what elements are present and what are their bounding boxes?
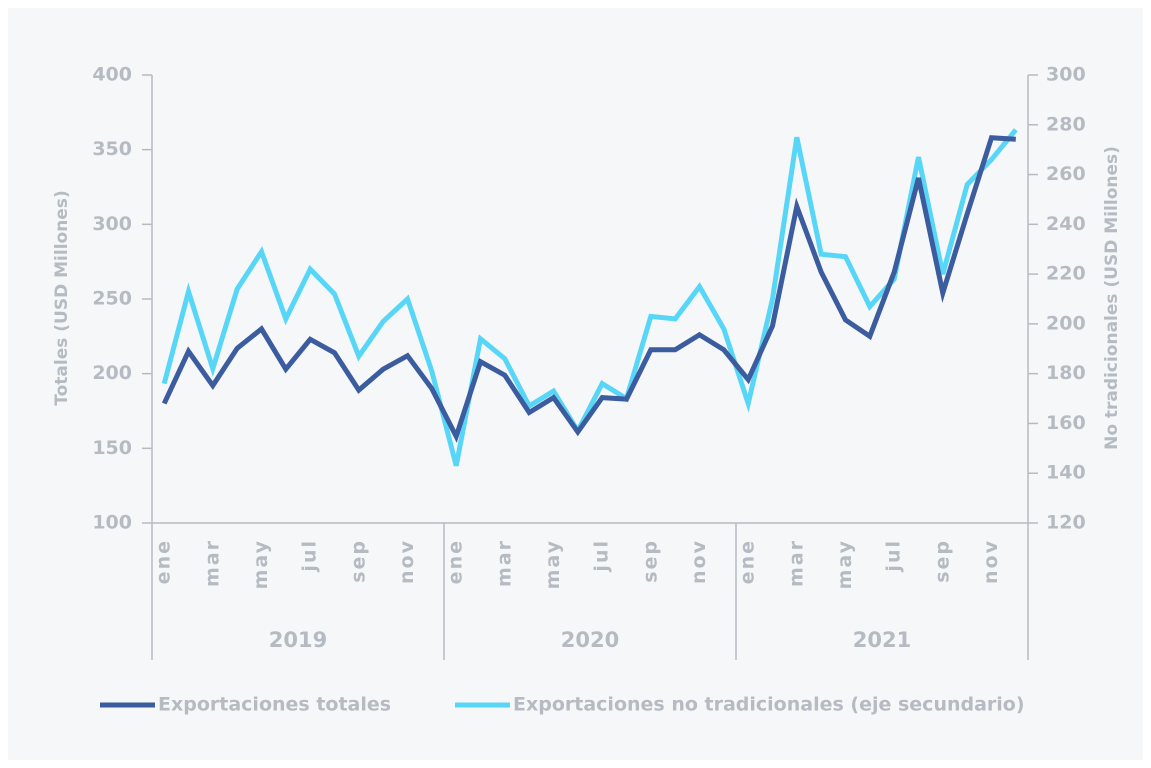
y2-tick-label: 300: [1046, 64, 1086, 86]
y2-tick-label: 240: [1046, 213, 1086, 235]
y2-tick-label: 260: [1046, 163, 1086, 185]
x-tick-label: sep: [347, 539, 369, 583]
x-tick-label: nov: [980, 539, 1002, 584]
legend-label: Exportaciones no tradicionales (eje secu…: [513, 694, 1025, 716]
legend-label: Exportaciones totales: [158, 694, 391, 716]
x-tick-label: may: [250, 539, 272, 589]
y-tick-label: 300: [92, 213, 132, 235]
y-tick-label: 200: [92, 362, 132, 384]
y2-axis-label: No tradicionales (USD Millones): [1102, 146, 1122, 450]
y2-tick-label: 120: [1046, 512, 1086, 534]
x-tick-label: jul: [591, 539, 613, 573]
x-tick-label: mar: [201, 539, 223, 587]
year-label: 2019: [269, 628, 327, 652]
x-tick-label: ene: [445, 539, 467, 584]
x-tick-label: may: [542, 539, 564, 589]
x-tick-label: nov: [396, 539, 418, 584]
y2-tick-label: 160: [1046, 412, 1086, 434]
x-tick-label: jul: [883, 539, 905, 573]
y2-tick-label: 280: [1046, 113, 1086, 135]
y2-tick-label: 200: [1046, 312, 1086, 334]
y-tick-label: 150: [92, 437, 132, 459]
y2-tick-label: 220: [1046, 263, 1086, 285]
chart-background: [8, 8, 1143, 760]
x-tick-label: may: [834, 539, 856, 589]
year-label: 2021: [853, 628, 911, 652]
x-tick-label: ene: [153, 539, 175, 584]
series-line: [161, 128, 1018, 467]
y2-tick-label: 180: [1046, 362, 1086, 384]
x-tick-label: ene: [737, 539, 759, 584]
x-tick-label: mar: [493, 539, 515, 587]
year-label: 2020: [561, 628, 619, 652]
series-line: [161, 135, 1016, 443]
x-tick-label: nov: [688, 539, 710, 584]
y-tick-label: 250: [92, 288, 132, 310]
x-tick-label: sep: [639, 539, 661, 583]
x-tick-label: jul: [299, 539, 321, 573]
y-tick-label: 350: [92, 138, 132, 160]
y-tick-label: 400: [92, 64, 132, 86]
y-tick-label: 100: [92, 512, 132, 534]
y2-tick-label: 140: [1046, 462, 1086, 484]
y-axis-label: Totales (USD Millones): [52, 190, 72, 405]
x-tick-label: sep: [931, 539, 953, 583]
x-tick-label: mar: [785, 539, 807, 587]
